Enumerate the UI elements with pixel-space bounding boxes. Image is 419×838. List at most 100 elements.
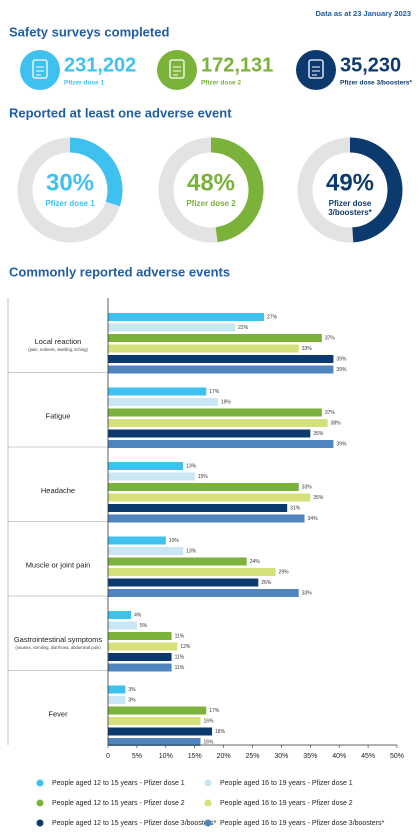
bar [108, 493, 311, 502]
donut-value: 30% [46, 169, 94, 196]
survey-count: 35,230 [340, 54, 401, 76]
bar-value-label: 17% [209, 708, 220, 714]
bar-value-label: 12% [180, 644, 191, 650]
x-tick-label: 25% [245, 753, 259, 760]
bar-value-label: 33% [302, 346, 313, 352]
x-tick-label: 40% [332, 753, 346, 760]
bar [108, 685, 126, 694]
bar [108, 663, 172, 672]
bar-value-label: 3% [128, 687, 136, 693]
donut-label-box: Pfizer dose 2 [186, 199, 236, 208]
bar-value-label: 3% [128, 697, 136, 703]
bar-value-label: 19% [221, 399, 232, 405]
donut-arc [349, 137, 403, 243]
survey-count: 172,131 [201, 54, 273, 76]
bar [108, 504, 288, 512]
bar-value-label: 10% [169, 538, 180, 544]
bar-value-label: 4% [134, 612, 142, 618]
survey-icon-sheet [308, 59, 324, 79]
bar [108, 334, 322, 342]
category-note: (pain, redness, swelling, itching) [28, 347, 88, 352]
legend-label: People aged 16 to 19 years - Pfizer dose… [220, 820, 384, 827]
bar [108, 323, 236, 332]
bar-value-label: 13% [186, 548, 197, 554]
category-label: Muscle or joint pain [26, 560, 91, 569]
bar-value-label: 35% [313, 431, 324, 437]
bar-value-label: 27% [267, 314, 278, 320]
bar-value-label: 33% [302, 484, 313, 490]
bar-value-label: 11% [175, 633, 185, 639]
bar [108, 429, 311, 438]
bar-value-label: 33% [302, 590, 313, 596]
bar [108, 547, 184, 555]
survey-icon [20, 50, 60, 90]
bar [108, 642, 178, 651]
x-tick-label: 10% [159, 753, 173, 760]
x-tick-label: 5% [132, 753, 142, 760]
bar [108, 440, 334, 448]
bar-value-label: 39% [336, 441, 347, 447]
donut-label-box: Pfizer dose 3/boosters* [328, 199, 372, 217]
bar [108, 408, 322, 417]
bar [108, 419, 328, 427]
survey-icon-sheet [169, 59, 185, 79]
bar [108, 536, 166, 545]
bar [108, 387, 207, 396]
category-label: Fever [48, 709, 68, 718]
bar [108, 589, 299, 597]
bar-value-label: 11% [175, 665, 185, 671]
donut-label: Pfizer dose 2 [186, 199, 236, 208]
bar-value-label: 39% [336, 356, 347, 362]
legend-swatch [36, 819, 44, 827]
category-note: (nausea, vomiting, diarrhoea, abdominal … [15, 645, 101, 650]
bar [108, 313, 265, 321]
bar-value-label: 11% [175, 654, 185, 660]
bar-value-label: 38% [331, 420, 342, 426]
bar-value-label: 35% [313, 495, 324, 501]
section-title: Commonly reported adverse events [9, 264, 230, 279]
bar-value-label: 13% [186, 463, 197, 469]
bar [108, 706, 207, 715]
bar-value-label: 26% [261, 580, 272, 586]
legend-label: People aged 12 to 15 years - Pfizer dose… [52, 800, 185, 807]
x-tick-label: 15% [188, 753, 202, 760]
category-label: Fatigue [45, 411, 70, 420]
bar [108, 696, 126, 704]
donut-arc [69, 137, 123, 207]
legend-label: People aged 12 to 15 years - Pfizer dose… [52, 820, 216, 827]
bar-value-label: 18% [215, 729, 226, 735]
donut-value: 49% [326, 169, 374, 196]
category-label: Gastrointestinal symptoms [14, 635, 103, 644]
x-tick-label: 30% [274, 753, 288, 760]
bar-value-label: 34% [308, 516, 319, 522]
donut-label: Pfizer dose 3/boosters* [328, 199, 372, 217]
bar [108, 398, 218, 406]
donut-label: Pfizer dose 1 [45, 199, 95, 208]
section-title: Safety surveys completed [9, 24, 169, 39]
survey-label: Pfizer dose 3/boosters* [340, 80, 412, 87]
x-tick-label: 20% [217, 753, 231, 760]
legend-swatch [36, 779, 44, 787]
bar-value-label: 16% [203, 739, 214, 745]
bar [108, 483, 299, 491]
bar [108, 578, 259, 587]
bar [108, 653, 172, 661]
bar [108, 355, 334, 363]
bar [108, 611, 132, 619]
survey-icon-lines [312, 66, 320, 76]
bar [108, 727, 213, 736]
category-label: Headache [41, 486, 75, 495]
donut-arc [210, 137, 264, 243]
bar [108, 344, 299, 353]
legend-swatch [204, 779, 212, 787]
survey-icon-lines [36, 66, 44, 76]
bar [108, 621, 137, 630]
bar-value-label: 22% [238, 325, 249, 331]
survey-label: Pfizer dose 1 [64, 80, 104, 87]
x-tick-label: 50% [390, 753, 404, 760]
data-date: Data as at 23 January 2023 [316, 9, 411, 18]
bar [108, 462, 184, 470]
bar-value-label: 31% [290, 505, 301, 511]
survey-count: 231,202 [64, 54, 136, 76]
